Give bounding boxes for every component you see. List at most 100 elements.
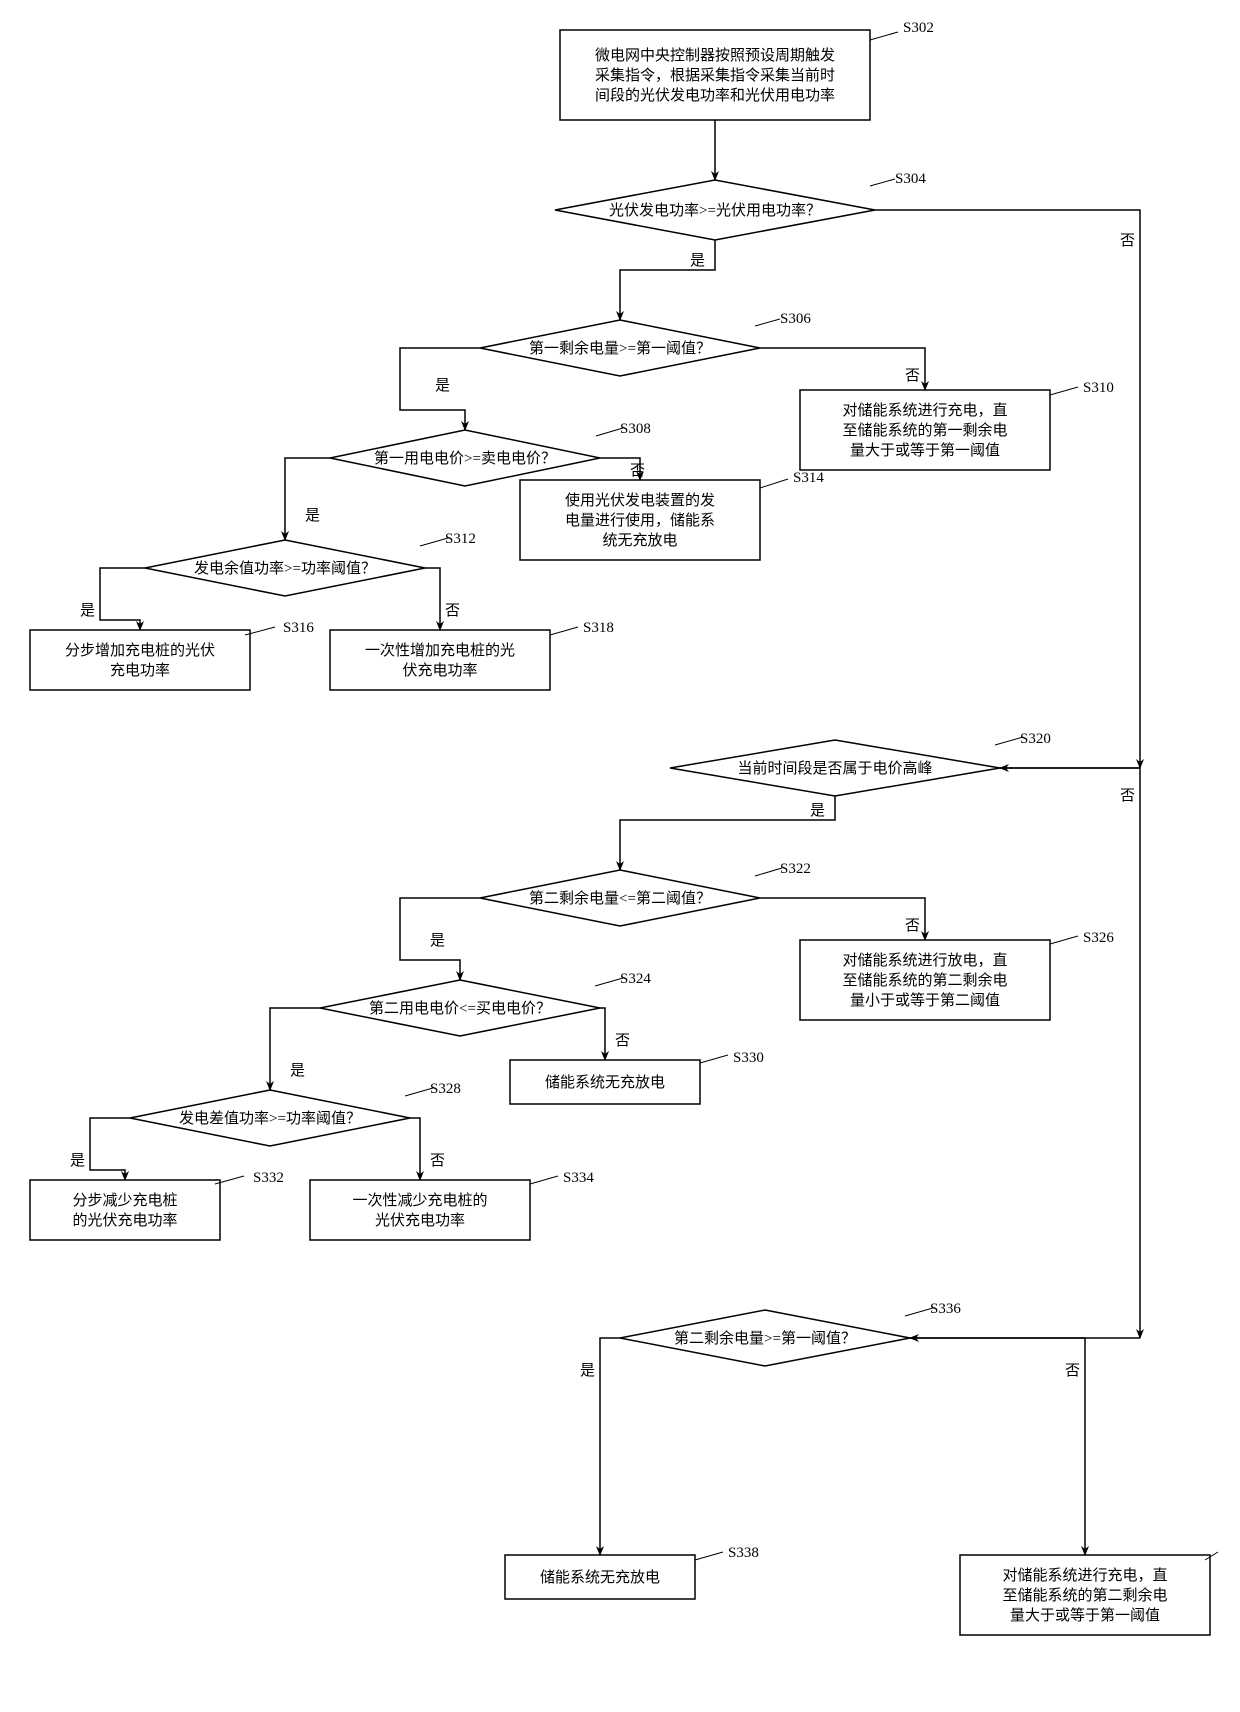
node-text: 第二剩余电量<=第二阈值？ [529, 889, 711, 907]
node-text: 第二剩余电量>=第一阈值？ [674, 1329, 856, 1347]
node-text: 光伏充电功率 [375, 1212, 465, 1229]
node-text: 储能系统无充放电 [540, 1569, 660, 1586]
step-tag: S324 [620, 971, 651, 987]
node-text: 间段的光伏发电功率和光伏用电功率 [595, 87, 835, 104]
node-text: 储能系统无充放电 [545, 1074, 665, 1091]
step-tag: S316 [283, 620, 314, 636]
node-text: 的光伏充电功率 [72, 1212, 177, 1229]
node-text: 一次性增加充电桩的光 [365, 642, 515, 659]
flowchart: 微电网中央控制器按照预设周期触发采集指令，根据采集指令采集当前时间段的光伏发电功… [0, 0, 1240, 1712]
edge-label: 否 [630, 463, 645, 479]
node-text: 光伏发电功率>=光伏用电功率？ [609, 202, 821, 219]
step-tag: S312 [445, 531, 476, 547]
edge-label: 是 [80, 603, 95, 619]
edge-label: 否 [1120, 233, 1135, 249]
edge-label: 否 [1065, 1363, 1080, 1379]
node-s340: 对储能系统进行充电，直至储能系统的第二剩余电量大于或等于第一阈值S340 [960, 1545, 1240, 1635]
step-tag: S332 [253, 1170, 284, 1186]
node-s318: 一次性增加充电桩的光伏充电功率 S318 [330, 620, 614, 690]
node-text: 对储能系统进行放电，直 [842, 952, 1007, 969]
edge [425, 568, 440, 630]
edge-label: 否 [615, 1033, 630, 1049]
step-tag: S308 [620, 421, 651, 437]
edge-label: 否 [905, 368, 920, 384]
node-text: 充电功率 [110, 662, 170, 679]
step-tag: S322 [780, 861, 811, 877]
node-text: 微电网中央控制器按照预设周期触发 [595, 47, 835, 64]
node-text: 第一剩余电量>=第一阈值？ [529, 339, 711, 357]
node-text: 一次性减少充电桩的 [352, 1192, 487, 1209]
edge [760, 898, 925, 940]
step-tag: S328 [430, 1081, 461, 1097]
edge [600, 1008, 605, 1060]
node-text: 电量进行使用，储能系 [565, 512, 715, 529]
node-s332: 分步减少充电桩的光伏充电功率 S332 [30, 1170, 284, 1240]
edge-label: 否 [905, 918, 920, 934]
edge [910, 1338, 1085, 1555]
edge-label: 是 [690, 253, 705, 269]
node-s326: 对储能系统进行放电，直至储能系统的第二剩余电量小于或等于第二阈值S326 [800, 930, 1114, 1020]
node-text: 分步减少充电桩 [72, 1192, 177, 1209]
step-tag: S310 [1083, 380, 1114, 396]
node-text: 量大于或等于第一阈值 [1010, 1606, 1160, 1624]
node-text: 第二用电电价<=买电电价？ [369, 999, 551, 1017]
edge-label: 是 [435, 378, 450, 394]
step-tag: S334 [563, 1170, 594, 1186]
edge [600, 1338, 620, 1555]
node-s320: 当前时间段是否属于电价高峰 S320 [670, 731, 1051, 796]
node-s312: 发电余值功率>=功率阈值？ S312 [145, 531, 476, 596]
step-tag: S302 [903, 20, 934, 36]
node-text: 对储能系统进行充电，直 [842, 402, 1007, 419]
node-s302: 微电网中央控制器按照预设周期触发采集指令，根据采集指令采集当前时间段的光伏发电功… [560, 20, 934, 120]
edge-label: 是 [70, 1153, 85, 1169]
node-text: 分步增加充电桩的光伏 [65, 642, 215, 659]
step-tag: S306 [780, 311, 811, 327]
edge [620, 240, 715, 320]
edge-label: 否 [445, 603, 460, 619]
node-s328: 发电差值功率>=功率阈值？ S328 [130, 1081, 461, 1146]
edge [90, 1118, 130, 1180]
edge [285, 458, 330, 540]
node-s334: 一次性减少充电桩的光伏充电功率 S334 [310, 1170, 594, 1240]
step-tag: S320 [1020, 731, 1051, 747]
edge-label: 否 [430, 1153, 445, 1169]
node-s336: 第二剩余电量>=第一阈值？ S336 [620, 1301, 961, 1366]
node-text: 至储能系统的第一剩余电 [842, 421, 1007, 439]
edge [760, 348, 925, 390]
step-tag: S338 [728, 1545, 759, 1561]
step-tag: S326 [1083, 930, 1114, 946]
edge-label: 是 [580, 1363, 595, 1379]
node-text: 量大于或等于第一阈值 [850, 441, 1000, 459]
edge [875, 210, 1140, 768]
edge-label: 否 [1120, 788, 1135, 804]
step-tag: S330 [733, 1050, 764, 1066]
node-s322: 第二剩余电量<=第二阈值？ S322 [480, 861, 811, 926]
step-tag: S318 [583, 620, 614, 636]
node-s330: 储能系统无充放电 S330 [510, 1050, 764, 1104]
node-text: 发电余值功率>=功率阈值？ [194, 559, 376, 577]
node-text: 对储能系统进行充电，直 [1002, 1567, 1167, 1584]
step-tag: S336 [930, 1301, 961, 1317]
node-text: 第一用电电价>=卖电电价？ [374, 449, 556, 467]
node-s324: 第二用电电价<=买电电价？ S324 [320, 971, 651, 1036]
edge [410, 1118, 420, 1180]
node-s314: 使用光伏发电装置的发电量进行使用，储能系统无充放电 S314 [520, 470, 824, 560]
edge [620, 796, 835, 870]
edge [1000, 768, 1140, 1338]
edge-label: 是 [810, 803, 825, 819]
node-text: 使用光伏发电装置的发 [565, 492, 715, 509]
node-s304: 光伏发电功率>=光伏用电功率？S304 [555, 171, 926, 240]
node-s316: 分步增加充电桩的光伏充电功率 S316 [30, 620, 314, 690]
node-text: 采集指令，根据采集指令采集当前时 [595, 67, 835, 84]
node-text: 伏充电功率 [402, 662, 477, 679]
edge-label: 是 [305, 508, 320, 524]
node-s306: 第一剩余电量>=第一阈值？ S306 [480, 311, 811, 376]
edge-label: 是 [290, 1063, 305, 1079]
edge-label: 是 [430, 933, 445, 949]
node-text: 统无充放电 [602, 532, 677, 549]
node-text: 量小于或等于第二阈值 [850, 991, 1000, 1009]
node-text: 发电差值功率>=功率阈值？ [179, 1110, 361, 1127]
node-text: 当前时间段是否属于电价高峰 [737, 760, 932, 777]
step-tag: S314 [793, 470, 824, 486]
node-s310: 对储能系统进行充电，直至储能系统的第一剩余电量大于或等于第一阈值 S310 [800, 380, 1114, 470]
